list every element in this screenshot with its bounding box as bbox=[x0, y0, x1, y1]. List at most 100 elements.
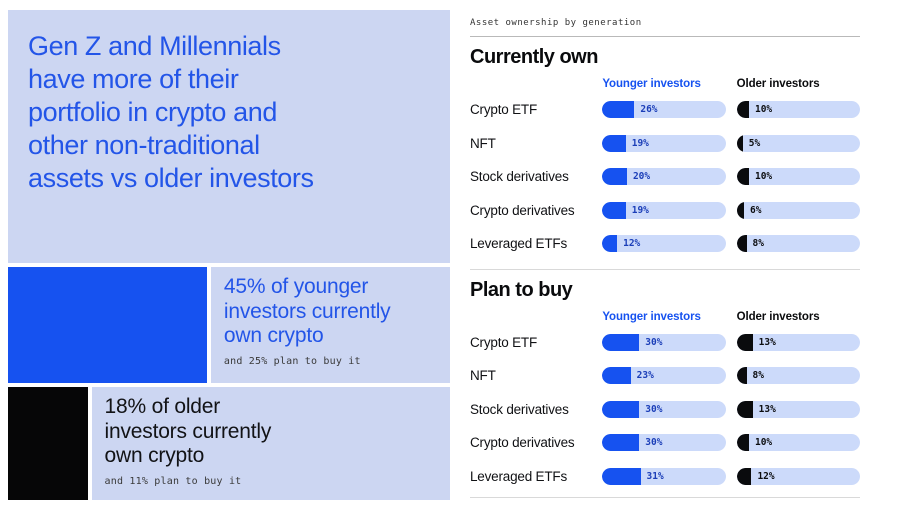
younger-own-text-block: 45% of younger investors currently own c… bbox=[210, 267, 450, 383]
column-header-younger: Younger investors bbox=[602, 310, 701, 323]
younger-bar-value: 31% bbox=[646, 470, 664, 482]
younger-bar-fill bbox=[602, 201, 626, 219]
younger-bar-value: 30% bbox=[645, 437, 663, 449]
older-bar-track: 6% bbox=[736, 201, 860, 219]
older-bar-value: 10% bbox=[754, 171, 773, 183]
bar-row-nft: NFT 19% 5% bbox=[470, 127, 860, 161]
callout-older-own: 18% of older investors currently own cry… bbox=[8, 387, 450, 500]
column-headers: Younger investors Older investors bbox=[470, 308, 860, 326]
younger-bar-value: 30% bbox=[645, 336, 663, 348]
younger-own-title: 45% of younger investors currently own c… bbox=[224, 275, 450, 349]
younger-bar-value: 20% bbox=[632, 171, 651, 183]
younger-bar-track: 30% bbox=[602, 400, 726, 418]
older-bar-fill bbox=[736, 168, 749, 186]
headline-line: have more of their bbox=[28, 64, 239, 94]
bar-row-crypto-etf: Crypto ETF 30% 13% bbox=[470, 326, 860, 360]
headline-line: Gen Z and Millennials bbox=[28, 31, 281, 61]
younger-bar-fill bbox=[602, 168, 627, 186]
callout-divider bbox=[206, 267, 211, 383]
column-header-older: Older investors bbox=[736, 78, 820, 90]
younger-bar-fill bbox=[602, 235, 618, 253]
older-own-caption: and 11% plan to buy it bbox=[104, 475, 242, 487]
column-header-older: Older investors bbox=[736, 310, 820, 323]
older-own-title: 18% of older investors currently own cry… bbox=[105, 395, 450, 469]
callout-title-line: own crypto bbox=[223, 324, 324, 347]
section-title-currently-own: Currently own bbox=[470, 46, 598, 68]
chart-panel: Asset ownership by generation Currently … bbox=[470, 0, 860, 498]
younger-bar-value: 19% bbox=[631, 204, 649, 216]
younger-bar-track: 30% bbox=[602, 333, 726, 351]
older-bar-fill bbox=[736, 134, 743, 152]
younger-bar-track: 30% bbox=[602, 434, 726, 452]
chart-panel-caption: Asset ownership by generation bbox=[470, 18, 642, 28]
younger-bar-value: 23% bbox=[636, 370, 654, 382]
headline-line: other non-traditional bbox=[28, 130, 260, 160]
older-bar-value: 6% bbox=[750, 204, 762, 216]
row-label: Crypto ETF bbox=[470, 102, 538, 118]
callout-divider bbox=[87, 387, 92, 500]
older-bar-track: 10% bbox=[736, 434, 860, 452]
older-bar-fill bbox=[736, 235, 747, 253]
older-bar-fill bbox=[736, 367, 747, 385]
row-label: Crypto derivatives bbox=[470, 202, 575, 218]
older-bar-track: 8% bbox=[736, 235, 860, 253]
younger-own-caption: and 25% plan to buy it bbox=[223, 355, 361, 367]
callout-title-line: own crypto bbox=[104, 444, 205, 467]
row-label: Crypto ETF bbox=[470, 334, 538, 350]
older-bar-fill bbox=[736, 434, 749, 452]
older-bar-fill bbox=[736, 101, 749, 119]
divider bbox=[470, 36, 860, 37]
older-bar-fill bbox=[736, 333, 753, 351]
older-bar-fill bbox=[736, 467, 752, 485]
row-label: Crypto derivatives bbox=[470, 435, 575, 451]
older-bar-track: 13% bbox=[736, 333, 860, 351]
headline-panel: Gen Z and Millennials have more of their… bbox=[8, 10, 450, 263]
younger-bar-value: 12% bbox=[623, 238, 641, 250]
bar-row-stock-derivatives: Stock derivatives 30% 13% bbox=[470, 393, 860, 427]
younger-bar-fill bbox=[602, 134, 626, 152]
bar-row-leveraged-etfs: Leveraged ETFs 12% 8% bbox=[470, 227, 860, 261]
column-headers: Younger investors Older investors bbox=[470, 75, 860, 93]
older-bar-value: 10% bbox=[754, 104, 773, 116]
older-bar-track: 5% bbox=[736, 134, 860, 152]
younger-bar-fill bbox=[602, 434, 640, 452]
younger-bar-track: 19% bbox=[602, 201, 726, 219]
row-label: NFT bbox=[470, 135, 496, 151]
older-bar-value: 5% bbox=[748, 137, 761, 149]
callout-title-line: investors currently bbox=[104, 419, 272, 443]
divider bbox=[470, 497, 860, 498]
younger-bar-track: 26% bbox=[602, 101, 726, 119]
headline-line: assets vs older investors bbox=[28, 163, 314, 193]
divider bbox=[470, 268, 860, 270]
older-bar-track: 10% bbox=[736, 101, 860, 119]
younger-bar-value: 26% bbox=[640, 104, 658, 116]
younger-bar-fill bbox=[602, 400, 640, 418]
bar-row-crypto-etf: Crypto ETF 26% 10% bbox=[470, 93, 860, 127]
older-bar-fill bbox=[736, 400, 753, 418]
younger-bar-track: 23% bbox=[602, 367, 726, 385]
row-label: NFT bbox=[470, 368, 496, 384]
older-bar-fill bbox=[736, 201, 745, 219]
older-bar-value: 8% bbox=[752, 370, 764, 382]
younger-bar-fill bbox=[602, 101, 635, 119]
column-header-younger: Younger investors bbox=[602, 78, 701, 90]
row-label: Stock derivatives bbox=[470, 401, 569, 417]
older-bar-value: 13% bbox=[758, 336, 776, 348]
headline-text: Gen Z and Millennials have more of their… bbox=[28, 30, 430, 195]
younger-bar-track: 19% bbox=[602, 134, 726, 152]
bar-row-nft: NFT 23% 8% bbox=[470, 359, 860, 393]
younger-bar-fill bbox=[602, 367, 631, 385]
section-title-plan-to-buy: Plan to buy bbox=[470, 278, 573, 301]
younger-bar-track: 12% bbox=[602, 235, 726, 253]
bar-row-stock-derivatives: Stock derivatives 20% 10% bbox=[470, 160, 860, 194]
bar-row-leveraged-etfs: Leveraged ETFs 31% 12% bbox=[470, 460, 860, 494]
younger-bar-value: 19% bbox=[631, 137, 649, 149]
callout-title-line: investors currently bbox=[223, 299, 391, 323]
callout-title-line: 45% of younger bbox=[223, 275, 369, 298]
older-bar-track: 12% bbox=[736, 467, 860, 485]
younger-bar-track: 31% bbox=[602, 467, 726, 485]
older-own-text-block: 18% of older investors currently own cry… bbox=[91, 387, 450, 500]
older-bar-track: 8% bbox=[736, 367, 860, 385]
older-bar-value: 8% bbox=[752, 238, 764, 250]
